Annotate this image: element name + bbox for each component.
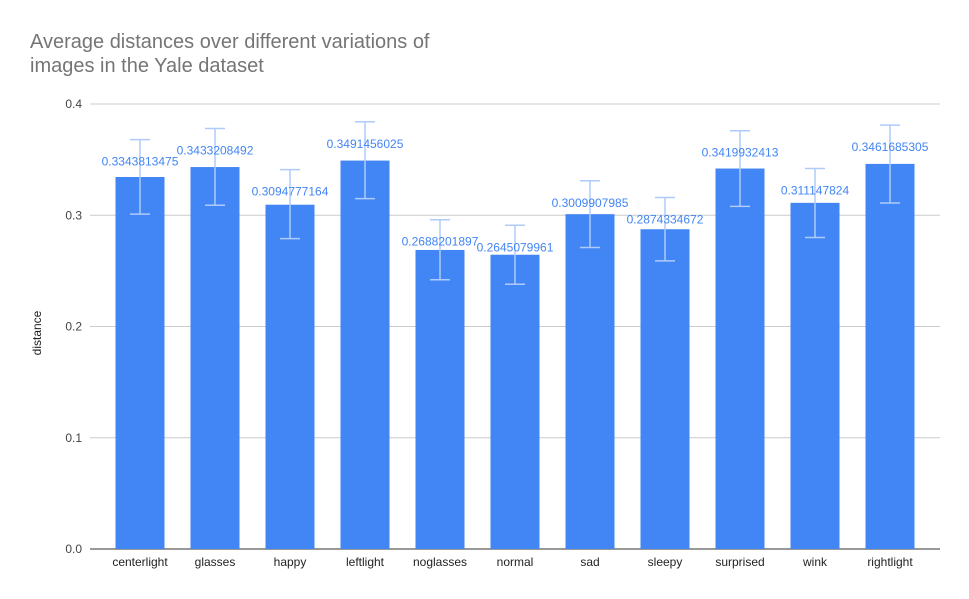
label-layer: 0.3343813475 centerlight 0.3433208492 glass… (102, 137, 929, 569)
data-label: 0.3433208492 (177, 143, 254, 157)
data-label: 0.3419932413 (702, 146, 779, 160)
data-label: 0.3461685305 (852, 140, 929, 154)
x-tick-label: wink (802, 555, 828, 569)
data-label: 0.2645079961 (477, 240, 554, 254)
data-label: 0.311147824 (781, 184, 850, 198)
data-label: 0.3009907985 (552, 196, 629, 210)
data-label: 0.2688201897 (402, 235, 479, 249)
bar-surprised (715, 168, 765, 549)
y-axis-label: distance (30, 310, 44, 355)
bar-sad (565, 214, 615, 549)
y-tick-label: 0.0 (65, 542, 82, 556)
x-tick-label: sad (580, 555, 599, 569)
x-tick-label: sleepy (648, 555, 683, 569)
data-label: 0.3491456025 (327, 137, 404, 151)
bar-layer (115, 160, 915, 550)
bar-wink (790, 202, 840, 549)
data-label: 0.2874334672 (627, 212, 704, 226)
x-tick-label: surprised (715, 555, 764, 569)
bar-rightlight (865, 163, 915, 549)
y-tick-label: 0.4 (65, 97, 82, 111)
data-label: 0.3343813475 (102, 155, 179, 169)
chart-title: Average distances over different variati… (30, 31, 430, 77)
bar-happy (265, 204, 315, 549)
bar-normal (490, 254, 540, 549)
data-label: 0.3094777164 (252, 185, 329, 199)
bar-glasses (190, 167, 240, 550)
bar-leftlight (340, 160, 390, 550)
bar-sleepy (640, 229, 690, 549)
x-tick-label: happy (274, 555, 307, 569)
x-tick-label: normal (497, 555, 534, 569)
bar-centerlight (115, 177, 165, 550)
y-tick-label: 0.1 (65, 431, 82, 445)
x-tick-label: leftlight (346, 555, 385, 569)
y-tick-label: 0.2 (65, 320, 82, 334)
x-tick-label: noglasses (413, 555, 467, 569)
error-layer (130, 121, 900, 285)
x-tick-label: rightlight (867, 555, 913, 569)
y-tick-label: 0.3 (65, 208, 82, 222)
bar-noglasses (415, 249, 465, 549)
x-tick-label: centerlight (112, 555, 168, 569)
x-tick-label: glasses (195, 555, 236, 569)
